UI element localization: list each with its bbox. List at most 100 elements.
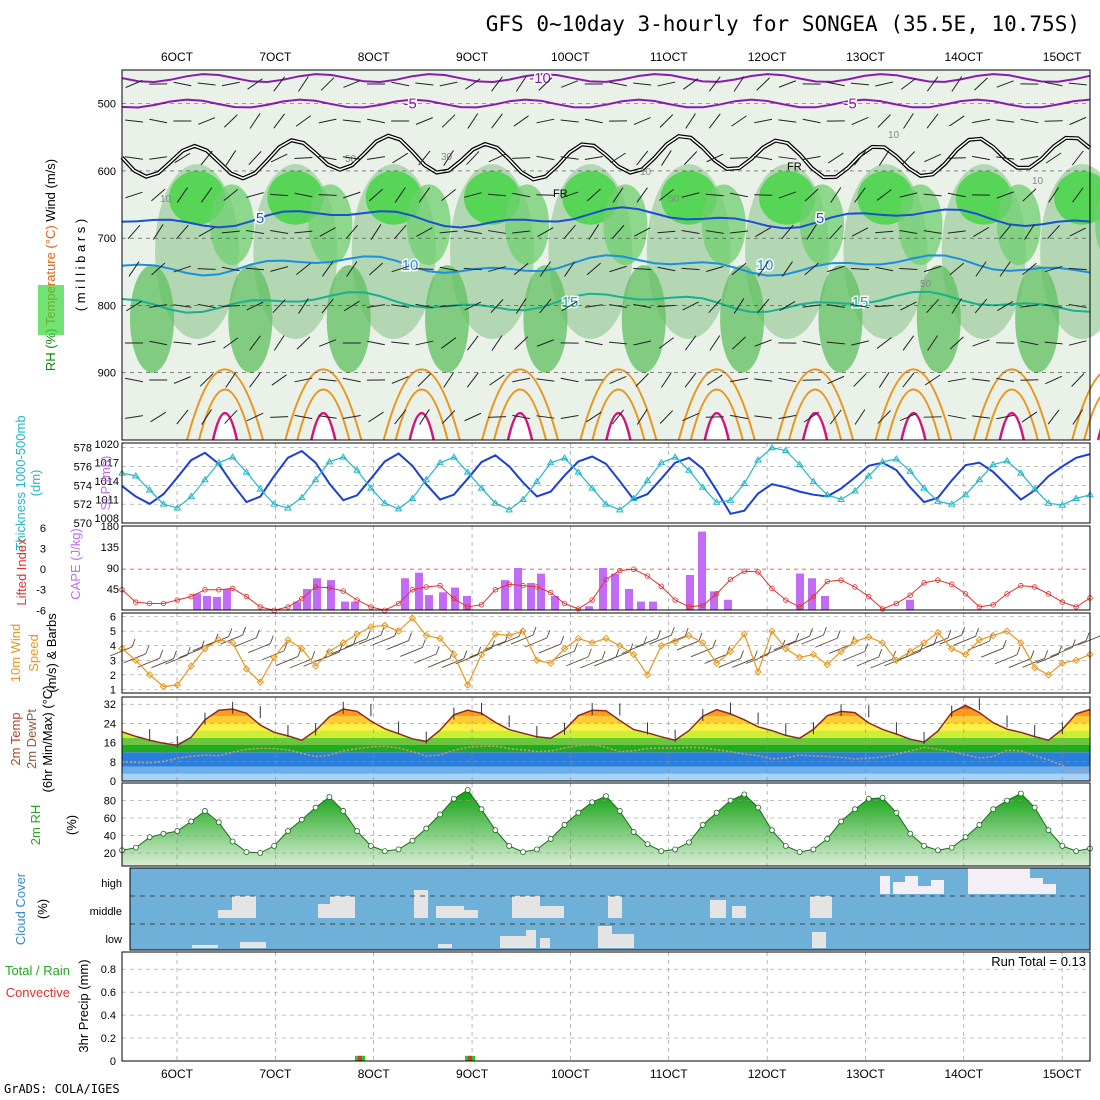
temp-band xyxy=(122,745,1090,753)
wind-barb xyxy=(289,658,312,669)
middle-cloud-block xyxy=(710,900,726,918)
wind-barb xyxy=(200,187,213,203)
wind-barb xyxy=(972,226,990,238)
rh-marker xyxy=(547,836,554,842)
wind-barb xyxy=(512,414,531,420)
wind-speed-marker xyxy=(989,631,997,640)
wind-barb xyxy=(1068,82,1087,86)
thickness-marker xyxy=(740,479,749,486)
y-tick-label-left: -3 xyxy=(36,585,46,597)
wind-barb xyxy=(249,335,261,351)
temp-contour-label: 15 xyxy=(562,294,579,311)
wind-barb xyxy=(270,230,289,234)
temp-band xyxy=(122,766,1090,774)
temp-contour-25 xyxy=(591,388,646,441)
wind-barb xyxy=(342,415,361,419)
wind-barb xyxy=(126,300,142,312)
li-marker xyxy=(160,600,167,607)
wind-barb xyxy=(427,657,451,668)
wind-barb-feather xyxy=(601,650,606,660)
wind-barb xyxy=(220,634,243,645)
wind-barb-feather xyxy=(242,626,247,636)
wind-barb xyxy=(414,653,437,664)
wind-speed-marker xyxy=(629,650,638,659)
thickness-marker xyxy=(173,503,182,511)
wind-barb xyxy=(489,374,505,386)
li-marker xyxy=(976,604,983,610)
rh-marker xyxy=(492,827,499,834)
rh-shade-region xyxy=(210,184,254,266)
wind-barb xyxy=(877,114,891,128)
wind-barb xyxy=(538,643,561,654)
li-marker xyxy=(672,597,678,603)
wind-speed-marker xyxy=(187,662,195,670)
wind-barb xyxy=(197,82,216,86)
wind-barb xyxy=(488,266,506,272)
wind-barb xyxy=(875,266,894,272)
li-marker xyxy=(713,591,720,597)
wind-barb xyxy=(732,336,746,350)
freezing-label: FR xyxy=(787,161,802,173)
wind-barb xyxy=(298,298,309,314)
wind-barb xyxy=(391,376,409,384)
wind-barb xyxy=(657,266,676,272)
rh-marker xyxy=(243,849,250,855)
wind-barb xyxy=(536,415,555,419)
wind-barb xyxy=(294,377,313,383)
wind-barb xyxy=(953,635,976,646)
wind-barb xyxy=(367,156,385,160)
middle-cloud-block xyxy=(318,904,330,918)
wind-barb xyxy=(588,224,600,240)
wind-barb xyxy=(878,372,890,388)
cape-ylabel: Lifted Index CAPE (J/kg) xyxy=(14,528,83,605)
wind-barb xyxy=(125,191,143,199)
rh-shade-region xyxy=(701,184,746,266)
wind-speed-marker xyxy=(436,634,444,643)
wind-barb xyxy=(273,76,286,92)
wind-panel-background xyxy=(122,613,1090,693)
li-marker xyxy=(603,576,609,583)
rh-marker xyxy=(229,838,236,845)
rh-marker xyxy=(907,830,914,837)
li-marker xyxy=(257,604,263,610)
wind-barb xyxy=(1072,187,1084,203)
high-cloud-block xyxy=(968,868,1030,894)
y-tick-label-right: 1008 xyxy=(95,513,119,525)
wind-barb xyxy=(802,340,821,346)
wind-barb xyxy=(1045,152,1062,164)
middle-cloud-block xyxy=(608,896,622,918)
wind-barb xyxy=(125,80,143,88)
wind-barb xyxy=(515,76,527,92)
wind-barb xyxy=(343,80,361,88)
wind-barb xyxy=(830,187,842,203)
wind-barb xyxy=(853,373,867,387)
wind-barb xyxy=(221,230,240,234)
wind-barb xyxy=(635,373,649,387)
li-line xyxy=(121,568,1091,611)
rh-marker xyxy=(921,843,927,849)
wind-barb-feather xyxy=(823,626,827,636)
wind-barb-feather xyxy=(615,648,620,658)
wind-barb xyxy=(418,187,431,203)
wind-barb xyxy=(705,230,724,234)
rh-shade-region xyxy=(505,184,550,266)
li-marker xyxy=(630,566,637,572)
wind-barb xyxy=(926,298,939,314)
temp-contour-25 xyxy=(493,388,548,441)
wind-barb xyxy=(560,156,579,160)
rh-marker xyxy=(990,806,997,813)
wind-barb xyxy=(318,415,337,419)
ylabel-temp-3: (6hr Min/Max) (°C) xyxy=(40,685,55,792)
wind-barb xyxy=(947,414,966,420)
wind-barb xyxy=(685,113,696,129)
li-marker xyxy=(312,584,319,590)
low-cloud-block xyxy=(192,945,218,948)
date-label-top: 6OCT xyxy=(161,50,194,64)
date-label-top: 8OCT xyxy=(358,50,391,64)
wind-barb xyxy=(850,82,870,86)
wind-barb xyxy=(463,230,482,234)
panel-frame xyxy=(121,69,1091,441)
rh-marker xyxy=(616,808,623,814)
cape-bar xyxy=(303,589,311,610)
y-tick-label: 600 xyxy=(98,166,116,178)
